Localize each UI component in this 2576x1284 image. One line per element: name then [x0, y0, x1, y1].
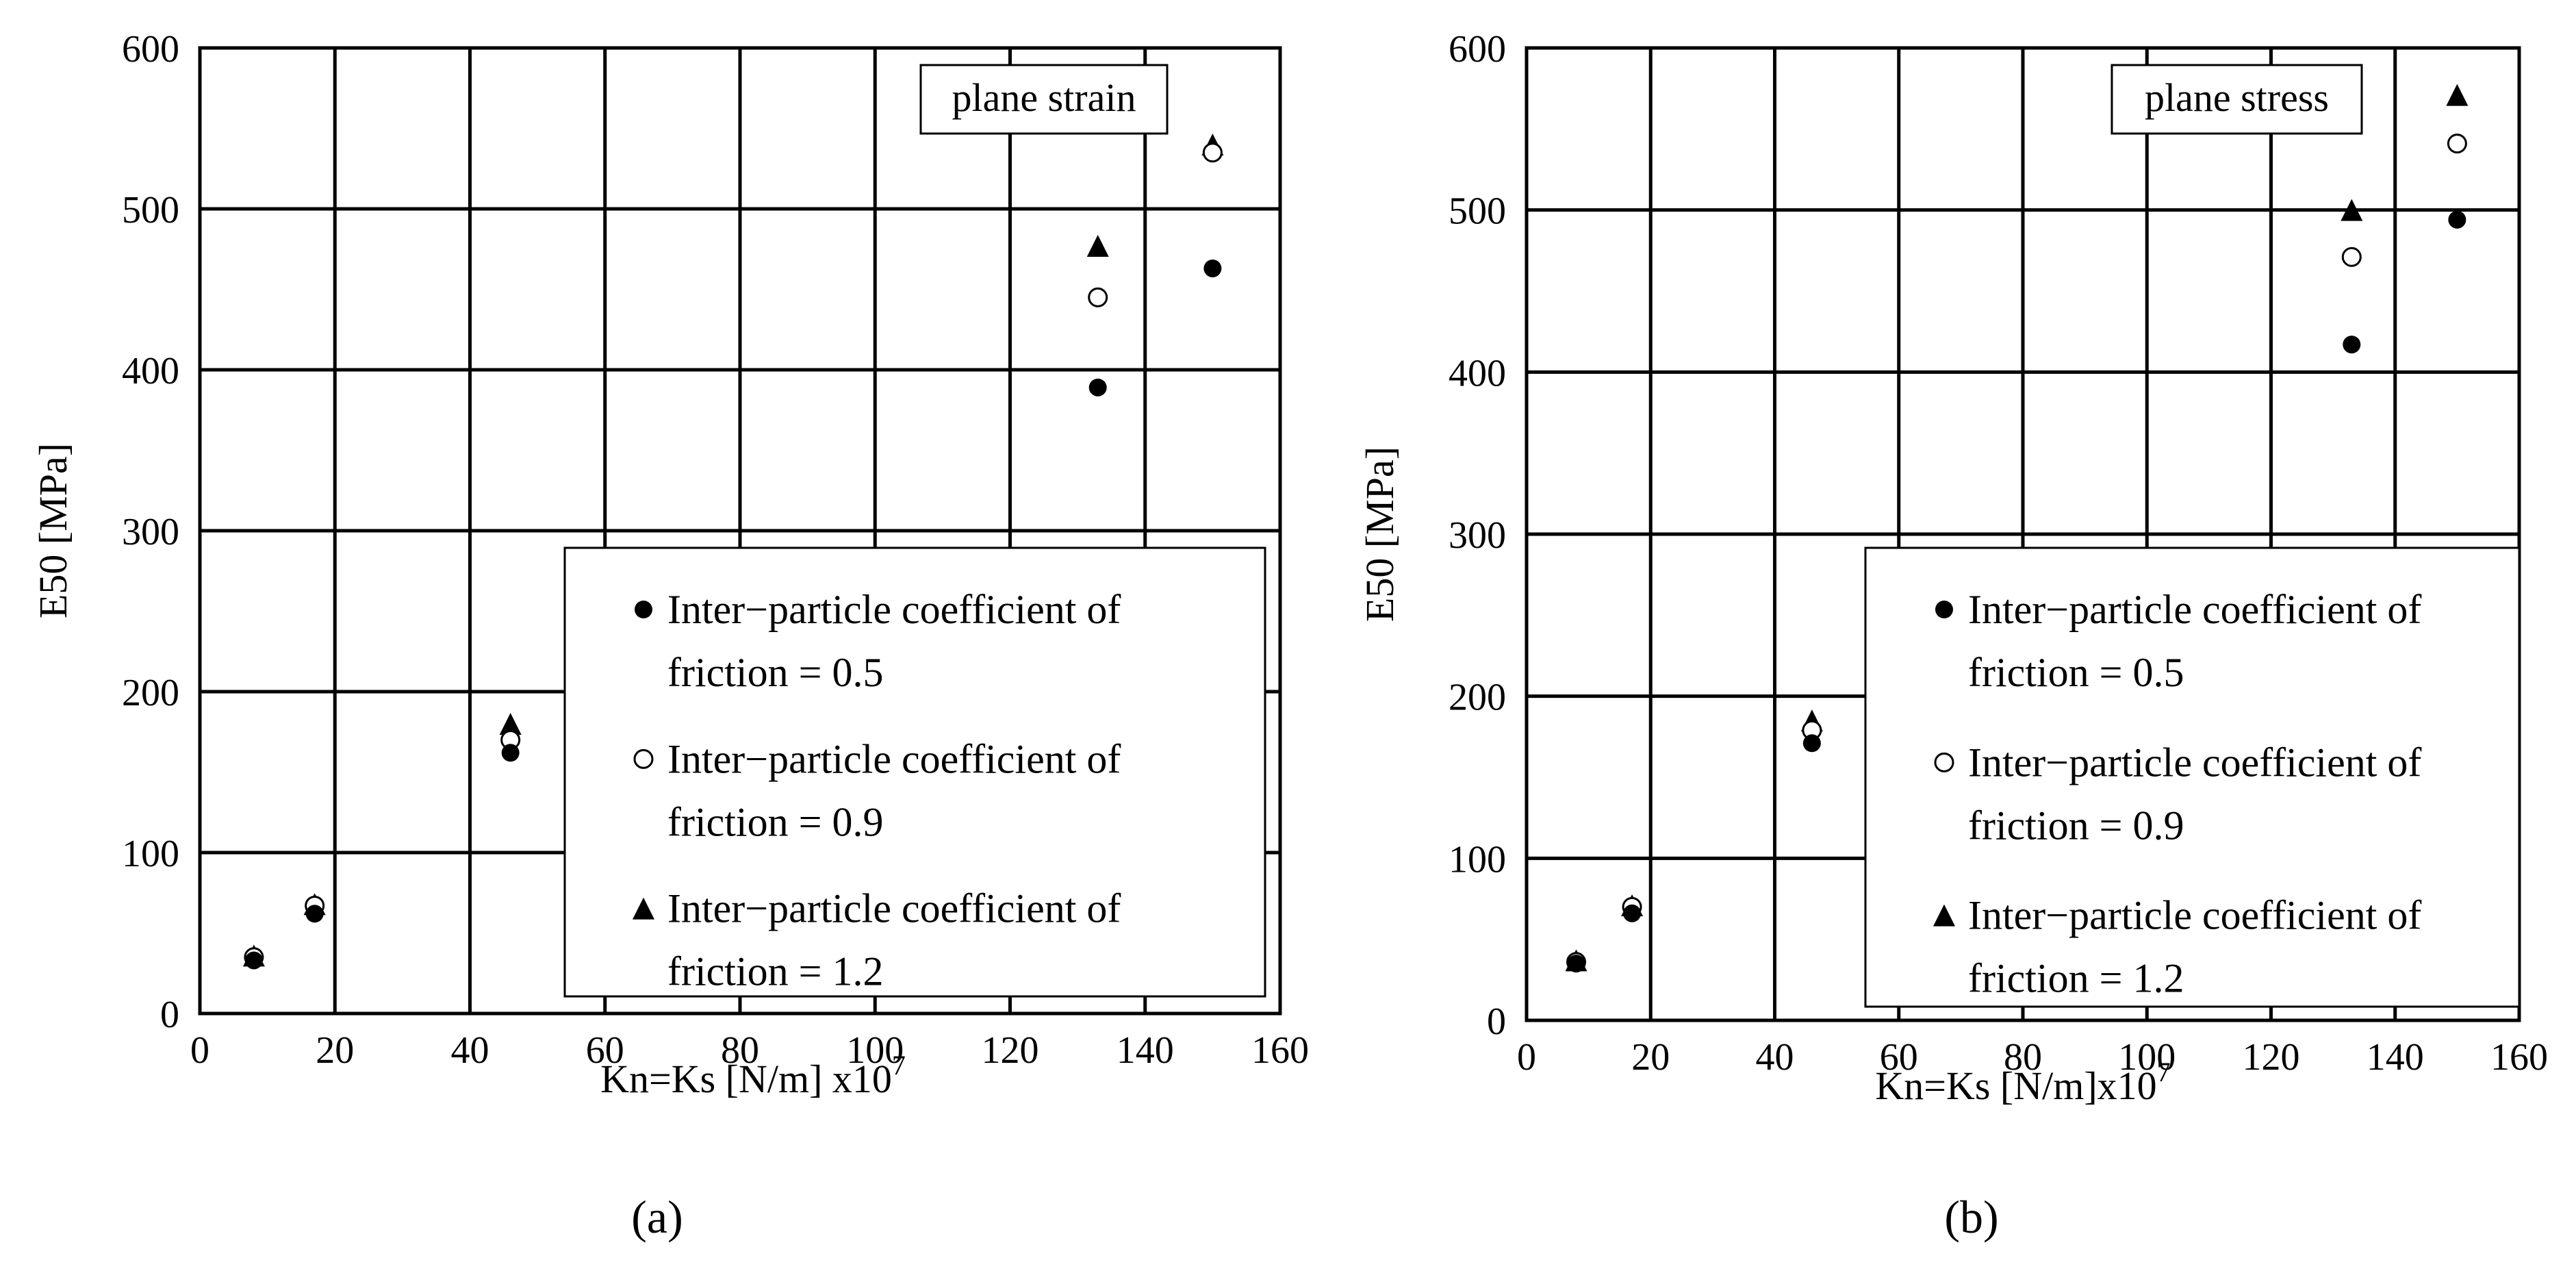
data-point: [2448, 210, 2466, 229]
x-tick-label: 40: [451, 1029, 489, 1072]
x-tick-label: 60: [1880, 1036, 1918, 1079]
x-axis-label: Kn=Ks [N/m]x107: [1875, 1057, 2170, 1108]
x-tick-label: 100: [846, 1029, 904, 1072]
y-tick-label: 100: [1449, 838, 1506, 881]
x-axis-label-exponent: 7: [2157, 1057, 2171, 1087]
condition-tag-label: plane strain: [952, 75, 1136, 120]
x-tick-label: 140: [2367, 1036, 2424, 1079]
data-point: [1088, 378, 1107, 396]
data-point: [1203, 259, 1222, 277]
x-tick-label: 120: [982, 1029, 1039, 1072]
data-point: [244, 951, 263, 970]
data-point: [1088, 287, 1108, 307]
series-0: [244, 259, 1222, 970]
legend-entry-line1: Inter−particle coefficient of: [1968, 893, 2421, 938]
panel-label: (a): [631, 1191, 683, 1243]
legend-box: [563, 546, 1266, 998]
x-tick-label: 20: [316, 1029, 354, 1072]
x-axis-label: Kn=Ks [N/m] x107: [600, 1050, 906, 1101]
plot-frame: [1525, 46, 2521, 1022]
legend-entry-line1: Inter−particle coefficient of: [667, 587, 1121, 632]
y-axis-label: E50 [MPa]: [31, 443, 75, 618]
data-point: [501, 744, 520, 762]
legend-entry-line2: friction = 0.9: [1968, 803, 2184, 848]
x-tick-label: 120: [2243, 1036, 2300, 1079]
y-tick-label: 300: [1449, 514, 1506, 557]
x-tick-label: 160: [1251, 1029, 1309, 1072]
x-tick-label: 20: [1631, 1036, 1670, 1079]
y-tick-label: 0: [160, 994, 179, 1036]
legend-entry-line2: friction = 1.2: [667, 949, 883, 994]
legend-marker: [1933, 904, 1955, 927]
y-tick-label: 500: [1449, 190, 1506, 233]
legend-marker: [635, 601, 652, 618]
legend-entry-line2: friction = 0.5: [667, 650, 883, 695]
y-tick-label: 200: [1449, 677, 1506, 719]
legend: Inter−particle coefficient of friction = …: [563, 546, 1266, 998]
plot-frame: [198, 46, 1282, 1016]
data-point: [1802, 734, 1821, 753]
legend-marker: [1934, 752, 1954, 772]
data-point: [1623, 904, 1642, 922]
data-point: [2343, 336, 2361, 354]
legend-entry-line1: Inter−particle coefficient of: [1968, 587, 2421, 632]
y-tick-label: 0: [1487, 1000, 1506, 1043]
y-tick-label: 400: [1449, 352, 1506, 394]
data-point: [305, 905, 324, 923]
legend-entry-line1: Inter−particle coefficient of: [1968, 740, 2421, 785]
x-tick-label: 0: [1517, 1036, 1536, 1079]
y-tick-label: 100: [122, 833, 179, 875]
data-point: [2341, 199, 2363, 221]
x-tick-label: 80: [2004, 1036, 2042, 1079]
legend-entry-line1: Inter−particle coefficient of: [667, 886, 1121, 931]
legend-marker: [633, 897, 654, 920]
y-tick-label: 600: [122, 28, 179, 71]
legend: Inter−particle coefficient of friction = …: [1864, 546, 2521, 1008]
legend-entry-line2: friction = 0.5: [1968, 650, 2184, 695]
x-tick-label: 160: [2490, 1036, 2548, 1079]
x-tick-label: 100: [2118, 1036, 2176, 1079]
legend-entry-line2: friction = 0.9: [667, 799, 883, 844]
data-point: [1567, 955, 1585, 973]
data-point: [499, 713, 522, 735]
x-tick-label: 80: [721, 1029, 759, 1072]
data-point: [2341, 247, 2362, 267]
chart-panel-b: 0 20 40 60 80 100 120 140 160 0 100 200 300 400 500 600…: [1357, 28, 2548, 1243]
legend-marker: [633, 748, 654, 769]
y-tick-label: 300: [122, 511, 179, 553]
x-tick-label: 40: [1756, 1036, 1794, 1079]
x-axis-label-text: Kn=Ks [N/m]x10: [1875, 1063, 2156, 1108]
y-axis-label: E50 [MPa]: [1357, 446, 1402, 622]
data-point: [2446, 84, 2469, 106]
x-tick-label: 140: [1117, 1029, 1174, 1072]
x-axis-label-exponent: 7: [892, 1050, 906, 1081]
data-point: [1202, 142, 1223, 163]
data-point: [2447, 134, 2467, 154]
y-tick-label: 500: [122, 189, 179, 231]
x-tick-label: 60: [586, 1029, 624, 1072]
legend-entry-line1: Inter−particle coefficient of: [667, 736, 1121, 781]
condition-tag-box: [2110, 64, 2363, 135]
x-tick-label: 0: [190, 1029, 209, 1072]
y-tick-label: 200: [122, 672, 179, 714]
panel-label: (b): [1944, 1191, 1998, 1243]
x-axis-label-text: Kn=Ks [N/m] x10: [600, 1057, 892, 1101]
chart-panel-a: 0 20 40 60 80 100 120 140 160 0 100 200 300 400 500 600…: [31, 28, 1309, 1243]
legend-box: [1864, 546, 2521, 1008]
data-point: [1086, 235, 1109, 257]
series-0: [1567, 210, 2466, 973]
y-tick-label: 400: [122, 350, 179, 392]
condition-tag-box: [919, 64, 1169, 135]
legend-marker: [1935, 601, 1953, 618]
legend-entry-line2: friction = 1.2: [1968, 956, 2184, 1001]
y-tick-label: 600: [1449, 28, 1506, 71]
condition-tag-label: plane stress: [2145, 75, 2329, 120]
